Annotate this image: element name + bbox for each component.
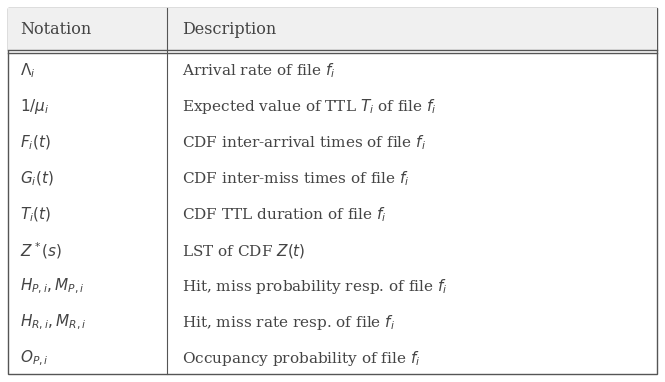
Text: $Z^*(s)$: $Z^*(s)$ (20, 240, 63, 261)
Bar (8, 8, 657, 50)
Text: Notation: Notation (20, 21, 91, 37)
Text: $O_{P,i}$: $O_{P,i}$ (20, 349, 49, 368)
Text: $F_i(t)$: $F_i(t)$ (20, 133, 51, 152)
Text: Occupancy probability of file $f_i$: Occupancy probability of file $f_i$ (182, 349, 420, 368)
Text: CDF inter-arrival times of file $f_i$: CDF inter-arrival times of file $f_i$ (182, 133, 426, 152)
Text: CDF TTL duration of file $f_i$: CDF TTL duration of file $f_i$ (182, 205, 386, 224)
Text: Hit, miss rate resp. of file $f_i$: Hit, miss rate resp. of file $f_i$ (182, 313, 395, 332)
Text: $H_{R,i}, M_{R,i}$: $H_{R,i}, M_{R,i}$ (20, 313, 86, 332)
Text: Arrival rate of file $f_i$: Arrival rate of file $f_i$ (182, 61, 336, 80)
Text: $H_{P,i}, M_{P,i}$: $H_{P,i}, M_{P,i}$ (20, 277, 84, 296)
Text: $\Lambda_i$: $\Lambda_i$ (20, 61, 35, 80)
Text: $1/\mu_i$: $1/\mu_i$ (20, 97, 49, 116)
Text: Expected value of TTL $T_i$ of file $f_i$: Expected value of TTL $T_i$ of file $f_i… (182, 97, 437, 116)
Text: $G_i(t)$: $G_i(t)$ (20, 169, 54, 188)
Text: CDF inter-miss times of file $f_i$: CDF inter-miss times of file $f_i$ (182, 169, 410, 188)
Text: LST of CDF $Z(t)$: LST of CDF $Z(t)$ (182, 241, 305, 259)
Text: $T_i(t)$: $T_i(t)$ (20, 206, 51, 224)
Text: Description: Description (182, 21, 276, 37)
Text: Hit, miss probability resp. of file $f_i$: Hit, miss probability resp. of file $f_i… (182, 277, 448, 296)
